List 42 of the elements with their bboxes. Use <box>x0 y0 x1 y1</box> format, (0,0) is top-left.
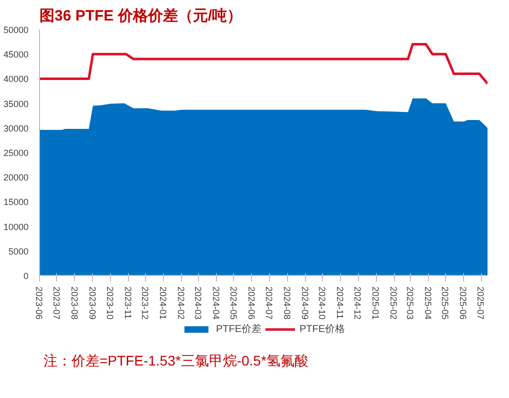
x-tick-label: 2023-07 <box>51 286 62 320</box>
y-tick-label: 20000 <box>3 172 29 183</box>
x-tick-label: 2024-12 <box>352 286 363 320</box>
x-tick-label: 2023-08 <box>69 286 80 320</box>
x-tick-label: 2024-04 <box>210 286 221 320</box>
x-tick-label: 2023-10 <box>104 286 115 320</box>
x-tick-label: 2024-06 <box>246 286 256 320</box>
x-tick-label: 2025-01 <box>370 286 381 320</box>
y-tick-label: 50000 <box>3 25 29 35</box>
y-tick-label: 40000 <box>3 74 29 84</box>
x-tick-label: 2025-02 <box>388 286 399 320</box>
x-tick-label: 2025-06 <box>458 286 468 320</box>
y-tick-label: 45000 <box>3 50 29 60</box>
y-tick-label: 15000 <box>3 197 29 208</box>
x-tick-label: 2024-02 <box>176 286 186 320</box>
x-tick-label: 2024-03 <box>193 286 204 320</box>
x-tick-label: 2024-11 <box>335 286 346 319</box>
y-tick-label: 0 <box>23 271 29 281</box>
x-tick-label: 2024-05 <box>228 286 238 320</box>
chart-title: 图36 PTFE 价格价差（元/吨） <box>40 8 242 24</box>
x-tick-label: 2024-09 <box>300 286 310 320</box>
x-tick-label: 2025-03 <box>404 286 415 320</box>
x-tick-label: 2025-05 <box>440 286 450 320</box>
x-tick-label: 2023-12 <box>140 286 150 320</box>
y-tick-label: 10000 <box>3 222 29 232</box>
x-tick-label: 2024-01 <box>158 286 168 320</box>
y-tick-label: 25000 <box>3 148 29 158</box>
x-tick-label: 2023-11 <box>122 286 133 319</box>
text: 注：价差=PTFE-1.53*三氯甲烷-0.5*氢氟酸 <box>44 352 308 368</box>
y-tick-label: 5000 <box>8 246 29 256</box>
x-tick-label: 2025-07 <box>476 286 486 320</box>
line-series <box>40 43 488 85</box>
x-tick-label: 2023-09 <box>87 286 98 320</box>
x-tick-label: 2023-06 <box>34 286 44 320</box>
x-tick-label: 2024-08 <box>282 286 292 320</box>
y-tick-label: 35000 <box>3 98 29 109</box>
x-tick-label: 2024-10 <box>317 286 328 320</box>
legend-label: PTFE价差 <box>216 323 262 336</box>
legend-label: PTFE价格 <box>300 322 346 336</box>
x-tick-label: 2025-04 <box>422 286 433 320</box>
x-tick-label: 2024-07 <box>264 286 274 320</box>
y-tick-label: 30000 <box>3 123 29 134</box>
